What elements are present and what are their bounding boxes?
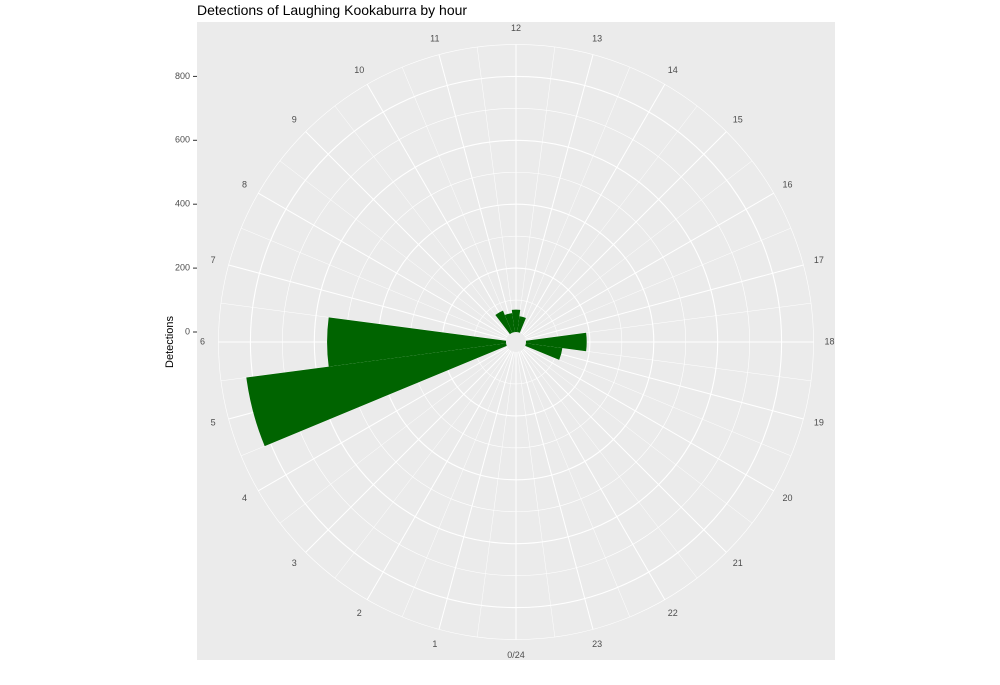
- hour-spoke: [258, 346, 508, 492]
- half-hour-spoke: [525, 345, 791, 457]
- half-hour-spoke: [517, 46, 556, 333]
- angle-tick-label: 19: [814, 418, 824, 428]
- half-hour-spoke: [525, 227, 791, 339]
- angle-tick-label: 12: [511, 23, 521, 33]
- angle-tick-label: 23: [592, 639, 602, 649]
- bar-hour-13: [517, 316, 526, 333]
- y-tick-label: 400: [175, 199, 190, 209]
- y-tick-label: 200: [175, 262, 190, 272]
- hour-spoke: [228, 264, 507, 340]
- hour-spoke: [438, 351, 514, 630]
- chart-title: Detections of Laughing Kookaburra by hou…: [197, 2, 468, 18]
- angle-tick-label: 17: [814, 255, 824, 265]
- hour-spoke: [438, 54, 514, 333]
- hour-spoke: [305, 348, 510, 553]
- hour-spoke: [520, 350, 666, 600]
- hour-spoke: [305, 131, 510, 336]
- angle-tick-label: 22: [668, 608, 678, 618]
- bar-hour-11: [504, 313, 515, 333]
- half-hour-spoke: [279, 347, 509, 524]
- half-hour-spoke: [521, 349, 698, 579]
- bar-layer: [246, 309, 587, 447]
- angle-tick-label: 4: [242, 493, 247, 503]
- y-tick-label: 600: [175, 135, 190, 145]
- half-hour-spoke: [521, 105, 698, 335]
- hour-spoke: [520, 84, 666, 334]
- half-hour-spoke: [279, 160, 509, 337]
- half-hour-spoke: [334, 105, 511, 335]
- half-hour-spoke: [401, 351, 513, 617]
- angle-tick-label: 2: [357, 608, 362, 618]
- angle-tick-label: 8: [242, 180, 247, 190]
- half-hour-spoke: [523, 160, 753, 337]
- angle-tick-label: 18: [825, 336, 835, 346]
- hour-spoke: [524, 192, 774, 338]
- angle-tick-label: 7: [211, 255, 216, 265]
- half-hour-spoke: [519, 67, 631, 333]
- half-hour-spoke: [334, 349, 511, 579]
- hour-spoke: [366, 84, 512, 334]
- angle-tick-label: 13: [592, 34, 602, 44]
- hour-spoke: [258, 192, 508, 338]
- half-hour-spoke: [517, 351, 556, 638]
- angle-tick-label: 21: [733, 558, 743, 568]
- y-tick-label: 0: [185, 326, 190, 336]
- y-tick-label: 800: [175, 71, 190, 81]
- bar-hour-6: [327, 317, 507, 367]
- angle-tick-label: 15: [733, 115, 743, 125]
- hour-spoke: [524, 346, 774, 492]
- half-hour-spoke: [241, 227, 507, 339]
- bar-hour-19: [525, 343, 563, 360]
- angle-tick-label: 1: [432, 639, 437, 649]
- angle-tick-label: 11: [430, 34, 439, 44]
- angle-tick-label: 5: [211, 418, 216, 428]
- angle-tick-label: 14: [668, 65, 678, 75]
- hour-spoke: [518, 54, 594, 333]
- bar-hour-18: [525, 332, 587, 352]
- angle-tick-label: 20: [783, 493, 793, 503]
- hour-spoke: [518, 351, 594, 630]
- angle-tick-label: 16: [783, 180, 793, 190]
- angle-tick-label: 3: [292, 558, 297, 568]
- angle-tick-label: 9: [292, 115, 297, 125]
- half-hour-spoke: [519, 351, 631, 617]
- half-hour-spoke: [401, 67, 513, 333]
- axis-layer: 0/24123456789101112131415161718192021222…: [175, 23, 835, 660]
- half-hour-spoke: [476, 46, 515, 333]
- hour-spoke: [525, 264, 804, 340]
- angle-tick-label: 6: [200, 336, 205, 346]
- angle-tick-label: 10: [354, 65, 364, 75]
- hour-spoke: [366, 350, 512, 600]
- grid-layer: [218, 44, 814, 640]
- angle-tick-label: 0/24: [507, 650, 525, 660]
- half-hour-spoke: [476, 351, 515, 638]
- hour-spoke: [522, 348, 727, 553]
- hour-spoke: [525, 344, 804, 420]
- bar-hour-12: [511, 309, 521, 333]
- hour-spoke: [522, 131, 727, 336]
- half-hour-spoke: [523, 347, 753, 524]
- bar-hour-10: [495, 310, 513, 335]
- bar-hour-5: [246, 343, 507, 447]
